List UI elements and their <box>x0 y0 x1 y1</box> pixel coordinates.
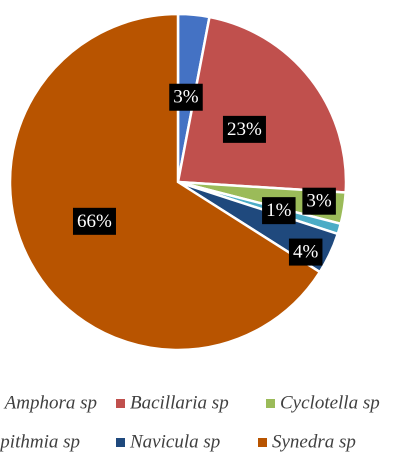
data-label-box <box>302 187 336 215</box>
data-label-box <box>262 197 296 225</box>
data-label-text: 23% <box>227 119 262 140</box>
data-label: 4% <box>288 238 323 266</box>
legend-label: Epithmia sp <box>0 431 80 452</box>
legend-label: Cyclotella sp <box>280 392 380 413</box>
data-label: 3% <box>169 83 203 111</box>
legend-label: Bacillaria sp <box>130 392 229 413</box>
legend-label: Navicula sp <box>129 431 220 452</box>
legend-label: Synedra sp <box>272 431 356 452</box>
data-label: 66% <box>72 207 116 235</box>
data-label: 3% <box>302 187 336 215</box>
data-label: 23% <box>222 115 266 143</box>
data-label-box <box>72 207 116 235</box>
legend-marker <box>116 438 125 447</box>
data-label-box <box>288 238 323 266</box>
data-label-text: 3% <box>306 191 332 212</box>
legend-marker <box>116 399 125 408</box>
data-label-box <box>169 83 203 111</box>
pie-slice <box>176 15 348 194</box>
legend-marker <box>258 438 267 447</box>
data-label: 1% <box>262 197 296 225</box>
data-label-box <box>222 115 266 143</box>
data-label-text: 3% <box>173 87 199 108</box>
pie-slice <box>8 12 322 352</box>
data-label-text: 66% <box>77 211 112 232</box>
legend-marker <box>266 399 275 408</box>
legend-label: Amphora sp <box>3 392 97 413</box>
data-label-text: 1% <box>266 200 292 221</box>
data-label-text: 4% <box>293 242 319 263</box>
